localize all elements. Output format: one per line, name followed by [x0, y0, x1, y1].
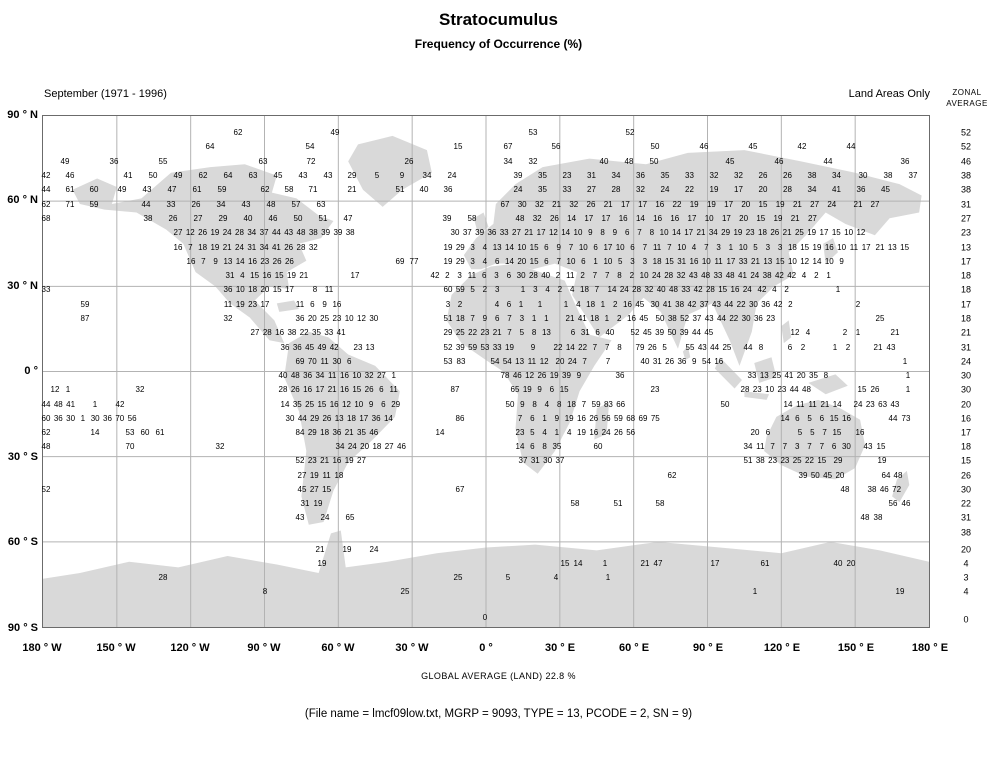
zonal-average-value: 3 — [963, 572, 969, 583]
zonal-average-value: 52 — [960, 127, 972, 138]
zonal-average-value: 18 — [960, 284, 972, 295]
zonal-average-value: 4 — [963, 586, 969, 597]
zonal-average-value: 17 — [960, 299, 972, 310]
y-axis-label: 60 ° S — [7, 536, 38, 548]
zonal-average-value: 18 — [960, 270, 972, 281]
zonal-average-value: 17 — [960, 427, 972, 438]
page-subtitle: Frequency of Occurrence (%) — [414, 37, 583, 51]
zonal-average-value: 31 — [960, 199, 972, 210]
zonal-average-value: 22 — [960, 498, 972, 509]
zonal-average-value: 17 — [960, 256, 972, 267]
x-axis-label: 90 ° W — [247, 642, 281, 654]
zonal-average-value: 30 — [960, 384, 972, 395]
zonal-average-value: 18 — [960, 441, 972, 452]
zonal-average-value: 16 — [960, 413, 972, 424]
zonal-average-value: 46 — [960, 156, 972, 167]
zonal-average-value: 31 — [960, 342, 972, 353]
y-axis-label: 90 ° N — [7, 109, 38, 121]
x-axis-label: 60 ° W — [321, 642, 355, 654]
y-axis-label: 90 ° S — [7, 622, 38, 634]
x-axis-label: 60 ° E — [618, 642, 650, 654]
zonal-average-header: ZONAL AVERAGE — [941, 87, 993, 109]
zonal-average-value: 13 — [960, 242, 972, 253]
zonal-average-value: 30 — [960, 484, 972, 495]
zonal-average-value: 24 — [960, 356, 972, 367]
x-axis-label: 180 ° W — [22, 642, 62, 654]
x-axis-label: 30 ° E — [544, 642, 576, 654]
zonal-average-value: 52 — [960, 141, 972, 152]
y-axis-label: 60 ° N — [7, 194, 38, 206]
x-axis-label: 120 ° E — [763, 642, 801, 654]
zonal-average-value: 31 — [960, 512, 972, 523]
x-axis-label: 120 ° W — [170, 642, 210, 654]
zonal-average-value: 30 — [960, 370, 972, 381]
file-info-label: (File name = lmcf09low.txt, MGRP = 9093,… — [304, 708, 693, 720]
zonal-average-value: 26 — [960, 470, 972, 481]
x-axis-label: 150 ° E — [837, 642, 875, 654]
x-axis-label: 150 ° W — [96, 642, 136, 654]
zonal-average-value: 20 — [960, 544, 972, 555]
zonal-average-value: 27 — [960, 213, 972, 224]
zonal-average-value: 38 — [960, 527, 972, 538]
plot-area — [42, 115, 930, 628]
period-label: September (1971 - 1996) — [44, 88, 167, 100]
zonal-average-value: 4 — [963, 558, 969, 569]
zonal-average-header-line2: AVERAGE — [946, 99, 988, 108]
zonal-average-value: 0 — [963, 614, 969, 625]
zonal-average-value: 15 — [960, 455, 972, 466]
zonal-average-header-line1: ZONAL — [952, 88, 982, 97]
zonal-average-value: 38 — [960, 170, 972, 181]
page-title: Stratocumulus — [438, 10, 559, 29]
coverage-label: Land Areas Only — [848, 88, 930, 100]
zonal-average-value: 20 — [960, 399, 972, 410]
y-axis-label: 30 ° N — [7, 280, 38, 292]
grid-lines — [43, 116, 929, 627]
zonal-average-value: 21 — [960, 327, 972, 338]
y-axis-label: 0 ° — [24, 365, 38, 377]
world-map — [43, 116, 929, 627]
zonal-average-value: 23 — [960, 227, 972, 238]
x-axis-label: 180 ° E — [911, 642, 949, 654]
x-axis-label: 0 ° — [479, 642, 493, 654]
x-axis-label: 30 ° W — [395, 642, 429, 654]
global-average-label: GLOBAL AVERAGE (LAND) 22.8 % — [421, 671, 576, 681]
zonal-average-value: 18 — [960, 313, 972, 324]
y-axis-label: 30 ° S — [7, 451, 38, 463]
zonal-average-value: 38 — [960, 184, 972, 195]
x-axis-label: 90 ° E — [692, 642, 724, 654]
